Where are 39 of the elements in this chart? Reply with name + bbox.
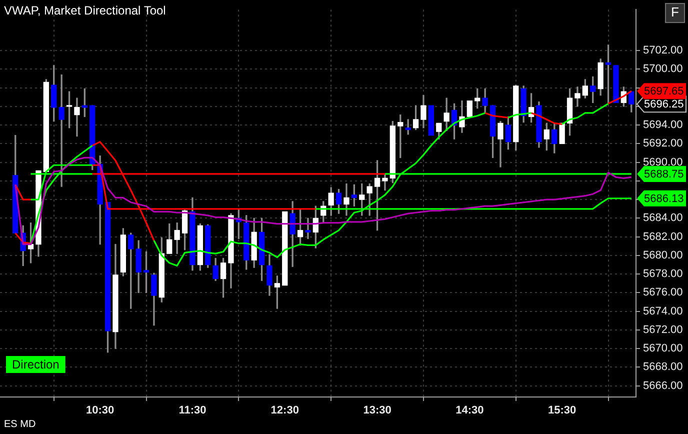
y-tick-label: 5666.00: [643, 380, 683, 392]
y-tick-label: 5690.00: [643, 156, 683, 168]
y-tick-label: 5670.00: [643, 342, 683, 355]
text: ES MD: [4, 418, 36, 430]
candlestick: [74, 98, 80, 137]
x-tick-label: 13:30: [363, 404, 392, 417]
candlestick: [405, 119, 411, 135]
text: F: [671, 4, 680, 20]
data-label: 5688.75: [644, 168, 684, 180]
annotation: Direction: [12, 357, 60, 372]
y-tick-label: 5668.00: [643, 361, 683, 374]
candlestick: [282, 211, 288, 286]
x-tick-label: 15:30: [548, 404, 576, 417]
data-label: 5686.13: [644, 192, 684, 205]
y-tick-label: 5678.00: [643, 268, 683, 280]
y-tick-label: 5680.00: [643, 249, 683, 262]
candlestick: [559, 122, 565, 144]
candlestick: [428, 105, 434, 136]
text: 5696.25: [644, 98, 684, 111]
y-tick-label: 5674.00: [643, 305, 683, 318]
candlestick: [305, 218, 311, 240]
candlestick: [58, 74, 64, 187]
y-tick-label: 5682.00: [643, 230, 683, 243]
y-tick-label: 5694.00: [643, 119, 683, 132]
x-tick-label: 14:30: [456, 404, 484, 417]
y-tick-label: 5672.00: [643, 324, 683, 336]
candlestick: [574, 86, 580, 107]
x-tick-label: 11:30: [178, 404, 206, 417]
y-tick-label: 5676.00: [643, 286, 683, 299]
y-tick-label: 5692.00: [643, 138, 683, 150]
y-tick-label: 5702.00: [643, 44, 683, 57]
data-label: 5697.65: [644, 86, 684, 98]
x-tick-label: 10:30: [86, 404, 114, 417]
chart-title: VWAP, Market Directional Tool: [4, 3, 166, 18]
x-tick-label: 12:30: [270, 404, 299, 417]
y-tick-label: 5700.00: [643, 63, 683, 76]
candlestick: [466, 100, 473, 118]
candlestick: [613, 65, 619, 104]
y-tick-label: 5684.00: [643, 212, 683, 224]
